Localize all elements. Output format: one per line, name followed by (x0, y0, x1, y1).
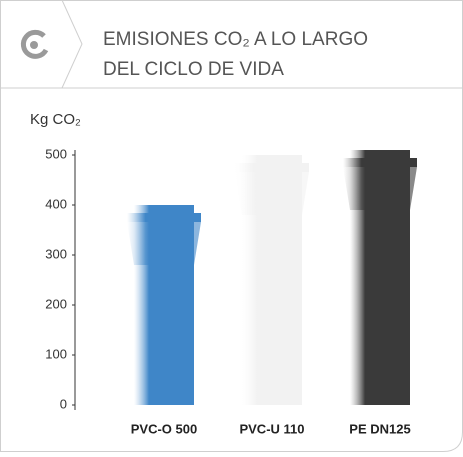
y-tick-label: 0 (60, 396, 67, 411)
pipe-bell (343, 167, 417, 210)
chart-title-line: EMISIONES CO₂ A LO LARGO (103, 29, 368, 50)
x-tick-label: PVC-U 110 (239, 421, 304, 436)
pipe-collar (235, 163, 309, 172)
pipe-bell (127, 222, 201, 265)
y-tick-label: 500 (45, 146, 67, 161)
x-tick-label: PVC-O 500 (131, 421, 197, 436)
y-tick-label: 100 (45, 346, 67, 361)
pipe-collar (127, 213, 201, 222)
header-chevron (61, 0, 83, 89)
y-tick-label: 200 (45, 296, 67, 311)
x-tick-label: PE DN125 (349, 421, 410, 436)
chart-title-line: DEL CICLO DE VIDA (103, 59, 284, 80)
y-tick-label: 300 (45, 246, 67, 261)
y-axis-label: Kg CO₂ (30, 111, 81, 128)
y-tick-label: 400 (45, 196, 67, 211)
pipe-bell (235, 172, 309, 215)
pipe-collar (343, 158, 417, 167)
logo-icon (20, 29, 49, 59)
